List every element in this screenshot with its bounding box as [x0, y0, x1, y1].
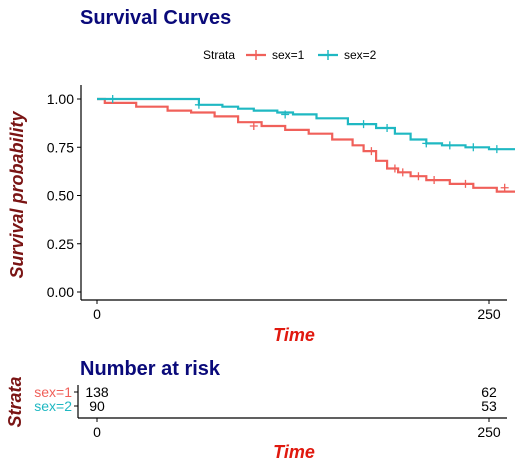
censor-mark	[367, 147, 376, 156]
x-tick-label: 250	[477, 306, 501, 322]
y-tick-label: 0.25	[47, 236, 74, 252]
risk-x-tick-label: 250	[477, 424, 501, 440]
risk-x-tick-label: 0	[93, 424, 101, 440]
y-tick-label: 0.00	[47, 284, 74, 300]
censor-mark	[383, 123, 392, 132]
legend-title: Strata	[203, 48, 235, 62]
y-axis-label: Survival probability	[7, 110, 27, 278]
censor-mark	[359, 120, 368, 129]
series-sex=2	[97, 95, 515, 154]
censor-mark	[390, 164, 399, 173]
censor-mark	[281, 110, 290, 119]
y-tick-label: 1.00	[47, 91, 74, 107]
risk-count: 53	[481, 398, 497, 414]
censor-mark	[492, 145, 501, 154]
x-axis-label: Time	[273, 325, 315, 345]
risk-count: 138	[85, 384, 109, 400]
y-tick-label: 0.50	[47, 188, 74, 204]
risk-count: 62	[481, 384, 497, 400]
censor-mark	[249, 122, 258, 131]
censor-mark	[194, 100, 203, 109]
censor-mark	[461, 179, 470, 188]
censor-mark	[430, 176, 439, 185]
censor-mark	[414, 172, 423, 181]
censor-mark	[469, 143, 478, 152]
y-tick-label: 0.75	[47, 139, 74, 155]
censor-mark	[422, 139, 431, 148]
censor-mark	[500, 183, 509, 192]
legend-key-sex2: sex=2	[318, 48, 377, 62]
series-sex=1	[97, 97, 515, 193]
legend-key-sex1: sex=1	[246, 48, 305, 62]
survival-curve-sex=1	[97, 97, 515, 193]
risk-count: 90	[89, 398, 105, 414]
legend-label-sex2: sex=2	[344, 48, 377, 62]
censor-mark	[398, 168, 407, 177]
risk-table-x-axis-label: Time	[273, 442, 315, 462]
legend-label-sex1: sex=1	[272, 48, 305, 62]
censor-mark	[108, 95, 117, 103]
risk-strata-label-sex=2: sex=2	[34, 398, 72, 414]
risk-table-title: Number at risk	[80, 358, 221, 380]
x-tick-label: 0	[93, 306, 101, 322]
chart-title: Survival Curves	[80, 7, 231, 29]
survival-curve-sex=2	[97, 97, 515, 151]
legend: Strata sex=1 sex=2	[203, 48, 377, 62]
survival-plot-area: 0.000.250.500.751.0002505007501000	[47, 85, 515, 322]
censor-mark	[445, 141, 454, 150]
risk-table-strata-label: Strata	[5, 376, 25, 427]
risk-strata-label-sex=1: sex=1	[34, 384, 72, 400]
risk-table-area: sex=1138622072sex=2905321300250500750100…	[34, 384, 507, 440]
